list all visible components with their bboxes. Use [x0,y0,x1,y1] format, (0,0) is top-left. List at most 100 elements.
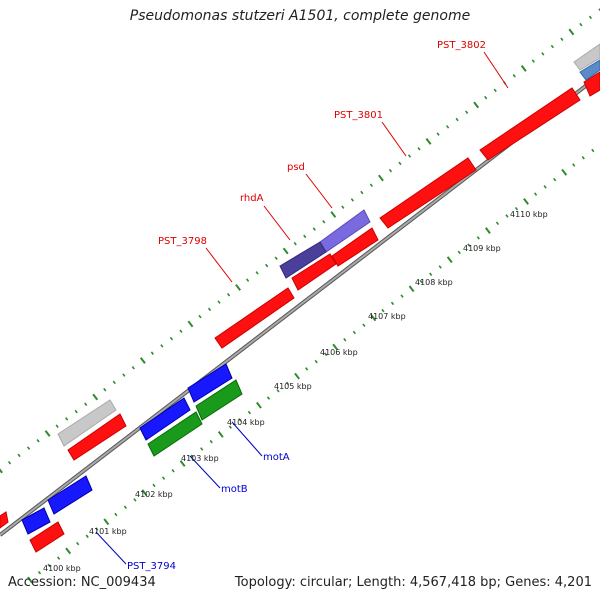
scale-tick [171,469,175,473]
scale-tick [484,95,488,100]
scale-label: 4101 kbp [89,527,127,536]
scale-label: 4103 kbp [181,454,219,463]
label-PST-3802: PST_3802 [437,40,486,51]
scale-tick [207,307,212,312]
scale-tick [560,37,564,41]
label-motB: motB [221,484,248,495]
scale-tick [543,185,547,189]
gene-red-far-left[interactable] [0,511,9,529]
scale-tick [572,163,576,167]
scale-tick [228,425,232,429]
scale-tick [217,431,224,438]
scale-tick [209,439,213,444]
scale-tick [282,247,289,255]
scale-tick [388,168,393,173]
scale-tick [245,278,250,282]
label-leaders [95,51,509,565]
scale-tick [531,59,535,63]
scale-tick [200,447,204,451]
gene-red-bottom[interactable] [29,521,65,553]
scale-tick [369,183,374,188]
gene-blue-3[interactable] [47,475,93,515]
gene-red-2[interactable] [291,253,337,291]
scale-label: 4105 kbp [274,382,312,391]
label-psd: psd [287,162,305,173]
scale-tick [17,453,21,458]
scale-tick [255,271,259,275]
gene-red-top-right[interactable] [583,71,600,97]
gene-PST-3798[interactable] [214,287,295,349]
label-PST-3798: PST_3798 [158,236,207,247]
scale-tick [44,430,51,437]
scale-tick [408,285,415,293]
tick-rows [0,8,600,584]
gene-label-group: PST_3802 PST_3801 psd rhdA PST_3798 motA… [127,40,486,572]
scale-tick [455,117,459,122]
scale-tick [400,294,404,298]
genes-forward [0,43,600,529]
scale-tick [330,211,337,218]
gene-red-left[interactable] [67,413,127,461]
scale-tick [160,344,164,348]
scale-tick [591,148,595,153]
scale-tick [312,227,316,231]
scale-tick [476,236,480,240]
scale-tick [520,65,527,72]
scale-tick [150,351,154,355]
gene-gray-top-right[interactable] [573,43,600,71]
gene-rhdA[interactable] [279,241,327,279]
scale-tick [407,154,412,158]
scale-tick [425,138,432,145]
scale-tick [274,256,278,261]
gene-PST-3801[interactable] [379,157,477,229]
scale-tick [350,198,354,202]
gene-motA[interactable] [195,379,243,421]
topology-text: Topology: circular; Length: 4,567,418 bp… [234,575,592,590]
scale-tick [265,263,269,268]
scale-tick [85,534,89,539]
scale-tick [190,454,194,458]
scale-tick [438,265,442,269]
scale-tick [169,336,174,341]
scale-tick [381,308,385,313]
scale-tick [512,73,516,78]
scale-tick [285,381,290,386]
scale-tick [378,174,384,182]
scale-tick [65,417,69,421]
scale-tick [360,190,364,195]
scale-tick [514,206,519,211]
scale-tick [541,52,545,56]
scale-tick [238,418,242,422]
gene-blue-4[interactable] [21,507,51,535]
gene-motB[interactable] [147,411,203,457]
scale-tick [57,556,61,560]
label-rhdA: rhdA [240,193,264,204]
scale-tick [523,198,529,205]
scale-label: 4109 kbp [463,244,501,253]
scale-tick [561,168,568,176]
scale-tick [247,410,252,415]
gene-red-3[interactable] [331,227,379,267]
scale-tick [76,541,80,546]
scale-tick [419,279,423,284]
gene-blue-1[interactable] [187,363,233,403]
scale-tick [493,88,497,93]
scale-tick [445,125,450,129]
label-PST-3794: PST_3794 [127,561,176,572]
gene-gray[interactable] [57,399,117,447]
scale-label: 4110 kbp [510,210,548,219]
scale-tick [436,132,440,136]
scale-tick [26,446,31,450]
gene-blue-top-right[interactable] [579,59,600,81]
scale-label-group: 4100 kbp 4101 kbp 4102 kbp 4103 kbp 4104… [43,210,548,573]
scale-tick [36,439,40,443]
scale-tick [161,476,166,480]
gene-PST-3802[interactable] [479,87,581,161]
label-motA: motA [263,452,290,463]
scale-tick [579,22,583,27]
scale-tick [122,373,126,377]
gene-blue-2[interactable] [139,397,191,441]
genome-title: Pseudomonas stutzeri A1501, complete gen… [129,8,471,24]
scale-tick [550,44,554,49]
